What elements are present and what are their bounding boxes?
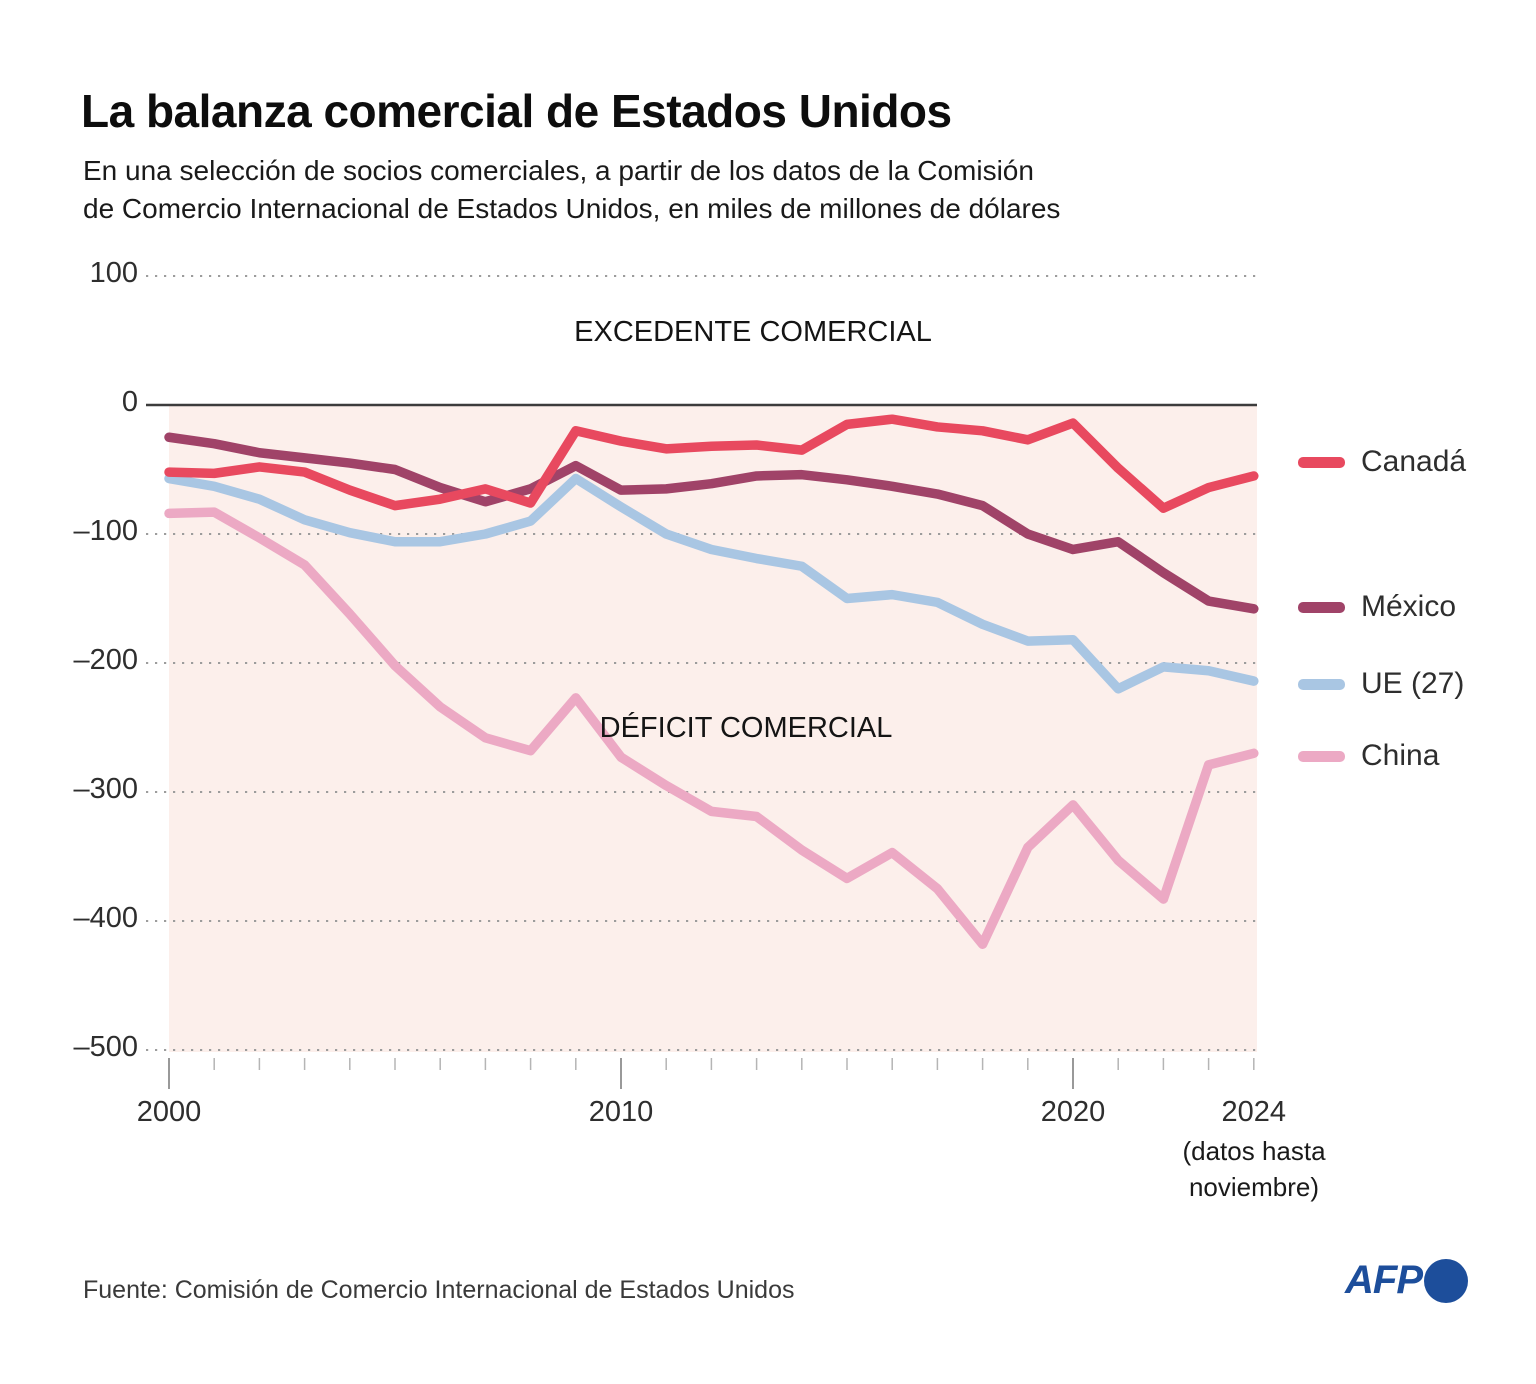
- x-axis-note-line-2: noviembre): [1188, 1172, 1320, 1202]
- x-axis-note-line-1: (datos hasta: [1182, 1136, 1326, 1166]
- series-line-m-xico: [164, 432, 1259, 614]
- y-axis-label: –500: [73, 1031, 138, 1063]
- legend-label: Canadá: [1361, 445, 1467, 478]
- afp-logo: AFP: [1345, 1258, 1468, 1303]
- legend-swatch-icon: [1298, 601, 1345, 613]
- y-axis-label: –300: [73, 773, 138, 805]
- page-subtitle: En una selección de socios comerciales, …: [83, 152, 1060, 228]
- afp-logo-circle-icon: [1424, 1258, 1468, 1303]
- x-axis-label: 2024: [1221, 1096, 1287, 1128]
- legend-entry-china: China: [1298, 739, 1439, 773]
- legend-swatch-icon: [1298, 678, 1345, 690]
- y-axis-label: –100: [73, 515, 138, 547]
- legend-entry-ue-27-: UE (27): [1298, 667, 1464, 701]
- surplus-annotation: EXCEDENTE COMERCIAL: [574, 316, 932, 348]
- subtitle-line-1: En una selección de socios comerciales, …: [83, 155, 1034, 186]
- legend-label: China: [1361, 739, 1440, 772]
- subtitle-line-2: de Comercio Internacional de Estados Uni…: [83, 193, 1061, 224]
- source-note: Fuente: Comisión de Comercio Internacion…: [83, 1276, 795, 1304]
- legend-swatch-icon: [1298, 750, 1345, 762]
- y-axis-label: –200: [73, 644, 138, 676]
- legend-label: México: [1361, 590, 1457, 623]
- y-axis-label: –400: [73, 902, 138, 934]
- series-line-ue-27-: [164, 473, 1259, 694]
- y-axis-label: 0: [121, 386, 138, 418]
- x-axis-label: 2010: [588, 1096, 654, 1128]
- plot-background: [169, 405, 1257, 1052]
- page-title: La balanza comercial de Estados Unidos: [81, 85, 952, 137]
- legend-label: UE (27): [1361, 667, 1465, 700]
- legend-swatch-icon: [1298, 456, 1345, 468]
- series-line-china: [164, 507, 1259, 949]
- deficit-annotation: DÉFICIT COMERCIAL: [599, 712, 893, 744]
- y-axis-label: 100: [89, 257, 138, 289]
- legend-entry-m-xico: México: [1298, 590, 1456, 624]
- x-axis-label: 2000: [136, 1096, 202, 1128]
- x-axis-label: 2020: [1040, 1096, 1106, 1128]
- legend-entry-canad-: Canadá: [1298, 445, 1466, 479]
- afp-logo-text: AFP: [1345, 1258, 1423, 1302]
- series-line-canad-: [164, 414, 1259, 513]
